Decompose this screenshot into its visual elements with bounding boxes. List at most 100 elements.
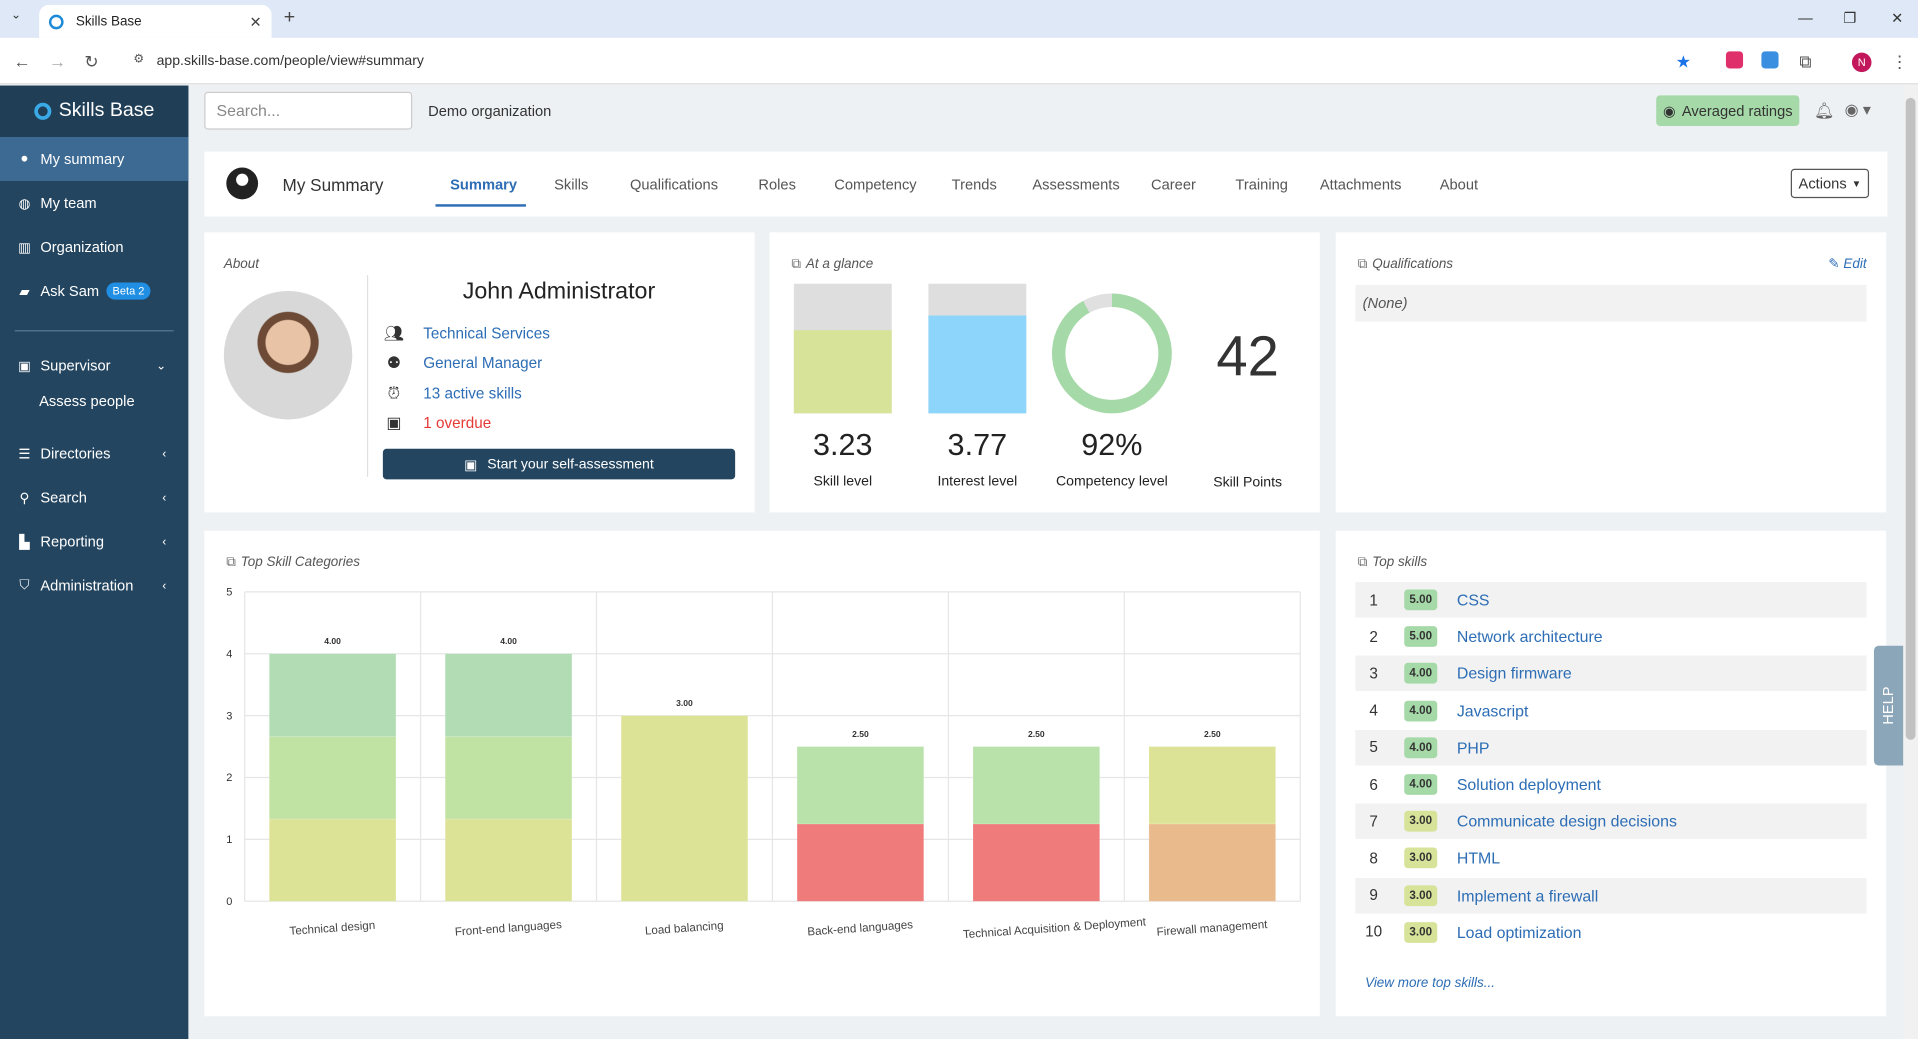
minimize-icon[interactable]: —: [1798, 9, 1813, 27]
actions-dropdown-button[interactable]: Actions ▼: [1790, 168, 1870, 199]
sidebar-item-label: Administration: [40, 577, 134, 595]
popout-icon[interactable]: ⧉: [1357, 555, 1368, 570]
site-info-icon[interactable]: ⚙: [133, 52, 145, 67]
skill-link[interactable]: Communicate design decisions: [1456, 812, 1677, 831]
browser-tab-bar: ⌄ Skills Base ✕ + — ❐ ✕: [0, 0, 1918, 38]
sidebar-subitem-assess-people[interactable]: Assess people: [39, 392, 135, 410]
caret-down-icon: ▼: [1851, 177, 1862, 189]
tab-assessments[interactable]: Assessments: [1032, 176, 1120, 194]
start-self-assessment-button[interactable]: ▣ Start your self-assessment: [382, 448, 736, 480]
sidebar-item-supervisor[interactable]: ▣ Supervisor ⌄: [0, 344, 188, 388]
reload-icon[interactable]: ↻: [84, 51, 99, 71]
skill-score-badge: 4.00: [1404, 700, 1438, 722]
bar-segment: [972, 746, 1100, 825]
qualifications-empty: (None): [1355, 284, 1867, 322]
tab-training[interactable]: Training: [1235, 176, 1288, 194]
sidebar-item-organization[interactable]: ▥ Organization: [0, 225, 188, 269]
role-link[interactable]: General Manager: [423, 354, 543, 372]
help-tab[interactable]: HELP: [1873, 645, 1904, 766]
tab-qualifications[interactable]: Qualifications: [629, 176, 719, 194]
help-label: HELP: [1880, 686, 1898, 725]
x-tick-label: Back-end languages: [807, 918, 914, 938]
chevron-left-icon: ‹: [162, 446, 167, 461]
skill-link[interactable]: PHP: [1456, 738, 1490, 757]
skill-link[interactable]: Load optimization: [1456, 923, 1582, 942]
back-icon[interactable]: ←: [13, 51, 31, 71]
skill-link[interactable]: Implement a firewall: [1456, 886, 1599, 905]
skill-link[interactable]: CSS: [1456, 590, 1490, 610]
top-skill-row: 8 3.00 HTML: [1355, 841, 1866, 876]
users-icon: 👥︎: [383, 324, 404, 343]
sidebar-item-label: Search: [40, 489, 87, 507]
sidebar-item-directories[interactable]: ☰ Directories ‹: [0, 432, 188, 476]
skill-rank: 2: [1369, 628, 1378, 646]
user-menu-icon[interactable]: ◉ ▾: [1844, 100, 1871, 119]
shield-icon: ⛉: [19, 577, 30, 593]
tab-career[interactable]: Career: [1151, 176, 1196, 194]
tab-summary[interactable]: Summary: [450, 176, 518, 194]
tab-trends[interactable]: Trends: [951, 176, 997, 194]
divider: [366, 275, 369, 477]
sidebar-item-my-summary[interactable]: ● My summary: [0, 136, 189, 181]
sidebar-item-search[interactable]: ⚲ Search ‹: [0, 476, 188, 520]
bell-icon[interactable]: 🔔︎: [1814, 101, 1835, 120]
skill-link[interactable]: Javascript: [1456, 701, 1529, 720]
edit-qualifications-link[interactable]: ✎ Edit: [1828, 256, 1866, 272]
overdue-link[interactable]: 1 overdue: [423, 414, 492, 432]
sidebar-item-label: Directories: [40, 445, 111, 463]
active-tab-indicator: [435, 204, 526, 207]
browser-tab[interactable]: Skills Base ✕: [39, 4, 272, 38]
sidebar-item-my-team[interactable]: ◍ My team: [0, 181, 188, 225]
scrollbar-thumb[interactable]: [1905, 97, 1916, 740]
beta-badge: Beta 2: [106, 282, 151, 300]
popout-icon[interactable]: ⧉: [1357, 256, 1368, 272]
qualifications-card: ⧉ Qualifications ✎ Edit (None): [1335, 232, 1887, 513]
bookmark-star-icon[interactable]: ★: [1675, 51, 1692, 71]
skill-link[interactable]: Network architecture: [1456, 627, 1603, 646]
sidebar-item-ask-sam[interactable]: ▰ Ask Sam Beta 2: [0, 269, 188, 313]
role-row[interactable]: ⚉ General Manager: [383, 353, 542, 373]
sidebar-divider: [14, 330, 174, 332]
x-tick-label: Technical design: [289, 919, 376, 938]
sidebar-item-reporting[interactable]: ▙ Reporting ‹: [0, 520, 188, 564]
averaged-ratings-button[interactable]: ◉ Averaged ratings: [1656, 95, 1800, 126]
extension-icon[interactable]: [1761, 51, 1779, 69]
profile-avatar[interactable]: N: [1851, 52, 1872, 73]
tab-list-chevron-icon[interactable]: ⌄: [11, 8, 22, 23]
sidebar-item-administration[interactable]: ⛉ Administration ‹: [0, 564, 188, 608]
bar-segment: [796, 823, 925, 902]
skill-link[interactable]: Solution deployment: [1456, 775, 1601, 794]
sidebar-item-label: Reporting: [40, 533, 105, 551]
extension-icon[interactable]: [1725, 51, 1744, 69]
popout-icon[interactable]: ⧉: [226, 555, 236, 570]
restore-icon[interactable]: ❐: [1843, 9, 1857, 27]
view-more-top-skills-link[interactable]: View more top skills...: [1365, 975, 1495, 991]
page-scrollbar[interactable]: [1903, 85, 1918, 1039]
data-label: 2.50: [1204, 729, 1221, 739]
extensions-puzzle-icon[interactable]: ⧉: [1799, 51, 1812, 71]
search-input[interactable]: Search...: [204, 91, 413, 130]
window-close-icon[interactable]: ✕: [1891, 9, 1904, 27]
tab-roles[interactable]: Roles: [758, 176, 796, 194]
popout-icon[interactable]: ⧉: [791, 256, 802, 272]
team-row[interactable]: 👥︎ Technical Services: [383, 324, 550, 344]
url-text: app.skills-base.com/people/view#summary: [156, 53, 424, 69]
skill-link[interactable]: Design firmware: [1456, 664, 1572, 683]
top-skill-row: 3 4.00 Design firmware: [1355, 655, 1867, 692]
skill-link[interactable]: HTML: [1456, 849, 1501, 868]
tab-attachments[interactable]: Attachments: [1319, 176, 1402, 194]
tab-about[interactable]: About: [1439, 176, 1479, 194]
browser-menu-icon[interactable]: ⋮: [1891, 51, 1909, 71]
url-input[interactable]: ⚙ app.skills-base.com/people/view#summar…: [122, 45, 1700, 77]
skills-row[interactable]: ⏰︎ 13 active skills: [383, 384, 522, 404]
new-tab-icon[interactable]: +: [283, 7, 296, 29]
brand-logo[interactable]: Skills Base: [0, 85, 189, 137]
overdue-row[interactable]: ▣ 1 overdue: [383, 413, 491, 433]
interest-level-label: Interest level: [937, 474, 1018, 490]
close-tab-icon[interactable]: ✕: [249, 12, 262, 30]
tab-competency[interactable]: Competency: [834, 176, 917, 194]
active-skills-link[interactable]: 13 active skills: [423, 385, 522, 403]
tab-skills[interactable]: Skills: [554, 176, 589, 194]
forward-icon[interactable]: →: [48, 51, 67, 71]
team-link[interactable]: Technical Services: [423, 325, 550, 343]
